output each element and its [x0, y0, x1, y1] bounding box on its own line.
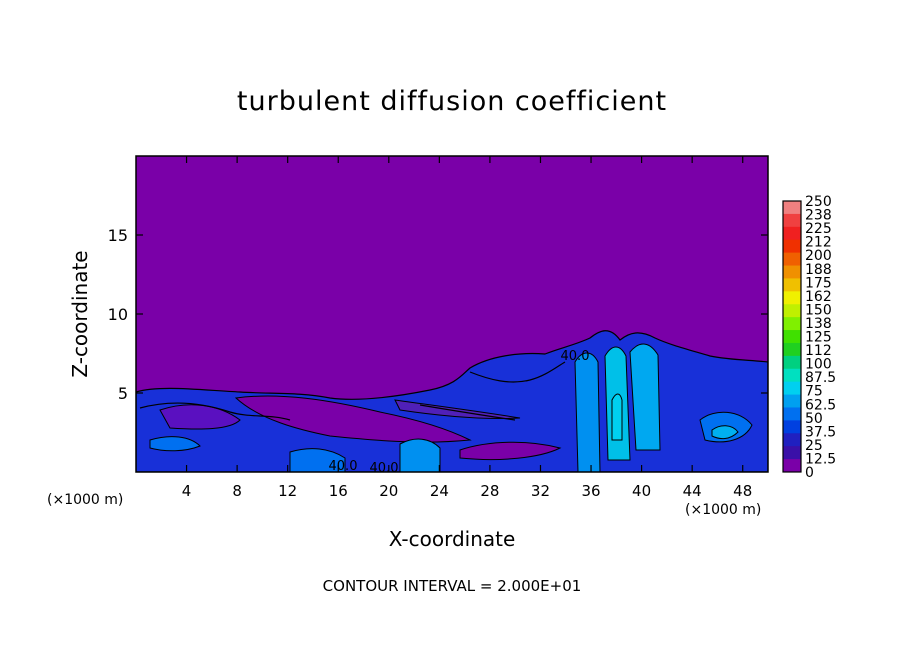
contour-interval-note: CONTOUR INTERVAL = 2.000E+01: [322, 577, 582, 595]
colorbar-label: 150: [805, 302, 832, 318]
high-value-column: [574, 352, 601, 472]
colorbar-swatch: [783, 342, 801, 357]
colorbar-label: 212: [805, 235, 832, 251]
x-unit-label-right: (×1000 m): [685, 502, 762, 518]
low-value-patch: [459, 441, 562, 461]
low-value-patch: [159, 404, 241, 430]
contour-line: [419, 404, 516, 421]
x-tick-label: 12: [278, 482, 297, 500]
colorbar-label: 87.5: [805, 370, 836, 386]
high-value-patch: [289, 448, 346, 472]
colorbar-swatch: [783, 265, 801, 279]
colorbar-swatch: [783, 201, 801, 215]
x-tick-label: 48: [733, 482, 752, 500]
colorbar-swatch: [783, 213, 801, 228]
colorbar: 2502382252122001881751621501381251121008…: [782, 194, 836, 481]
x-axis-ticks: 4 8 12 16 20 24 28 32 36 40 44 48: [182, 156, 752, 500]
x-tick-label: 36: [581, 482, 600, 500]
colorbar-label: 125: [805, 330, 832, 346]
high-value-column: [629, 343, 661, 451]
x-axis-label: X-coordinate: [388, 527, 516, 551]
colorbar-swatch: [783, 394, 801, 408]
colorbar-label: 138: [805, 316, 832, 332]
colorbar-label: 175: [805, 275, 832, 291]
x-tick-label: 8: [232, 482, 242, 500]
y-tick-label: 15: [108, 226, 128, 245]
colorbar-label: 162: [805, 289, 832, 305]
colorbar-label: 75: [805, 384, 823, 400]
colorbar-label: 0: [805, 465, 814, 481]
colorbar-swatch: [783, 252, 801, 267]
contour-label: 40.0: [370, 461, 399, 476]
colorbar-label: 25: [805, 438, 823, 454]
x-tick-label: 20: [379, 482, 398, 500]
colorbar-swatch: [783, 317, 801, 331]
colorbar-label: 200: [805, 248, 832, 264]
low-value-patch: [394, 399, 521, 420]
colorbar-label: 188: [805, 262, 832, 278]
colorbar-swatch: [783, 446, 801, 460]
colorbar-label: 37.5: [805, 424, 836, 440]
colorbar-label: 225: [805, 221, 832, 237]
colorbar-label: 12.5: [805, 451, 836, 467]
chart-title: turbulent diffusion coefficient: [236, 86, 668, 117]
x-tick-label: 4: [182, 482, 192, 500]
x-tick-label: 24: [430, 482, 449, 500]
x-tick-label: 28: [480, 482, 499, 500]
colorbar-swatch: [783, 226, 801, 241]
contour-line: [139, 402, 291, 421]
colorbar-label: 50: [805, 411, 823, 427]
colorbar-swatch: [783, 330, 801, 344]
high-value-patch: [399, 438, 441, 472]
colorbar-swatch: [783, 355, 801, 370]
low-value-patch: [234, 395, 472, 443]
high-value-patch: [149, 436, 201, 452]
colorbar-swatch: [783, 433, 801, 447]
heatmap-field: [136, 330, 768, 472]
colorbar-label: 250: [805, 194, 832, 210]
x-tick-label: 32: [531, 482, 550, 500]
y-axis-ticks: 5 10 15: [108, 226, 768, 403]
colorbar-swatch: [783, 304, 801, 318]
colorbar-label: 238: [805, 208, 832, 224]
colorbar-label: 62.5: [805, 397, 836, 413]
high-value-patch: [711, 425, 739, 440]
colorbar-swatch: [783, 459, 801, 473]
contour-label: 40.0: [561, 349, 590, 364]
x-tick-label: 40: [632, 482, 651, 500]
high-value-column: [611, 393, 623, 441]
colorbar-swatch: [783, 278, 801, 292]
colorbar-label: 112: [805, 343, 832, 359]
colorbar-swatch: [783, 420, 801, 434]
x-tick-label: 44: [683, 482, 702, 500]
colorbar-swatch: [783, 239, 801, 254]
x-tick-label: 16: [329, 482, 348, 500]
y-tick-label: 10: [108, 305, 128, 324]
colorbar-swatch: [783, 291, 801, 305]
colorbar-frame: [782, 200, 802, 473]
y-tick-label: 5: [118, 384, 128, 403]
colorbar-swatch: [783, 368, 801, 383]
colorbar-swatch: [783, 407, 801, 421]
contour-label: 40.0: [329, 459, 358, 474]
x-unit-label: (×1000 m): [47, 492, 124, 508]
colorbar-swatch: [783, 381, 801, 396]
contour-line: [469, 361, 566, 383]
colorbar-label: 100: [805, 357, 832, 373]
